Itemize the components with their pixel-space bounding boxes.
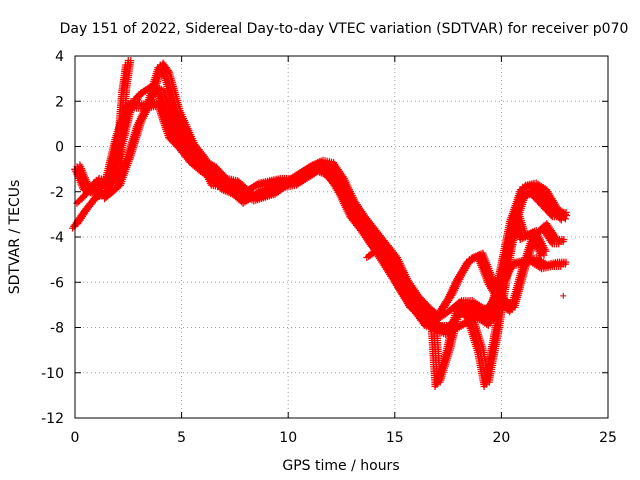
series-markers xyxy=(69,57,135,232)
x-tick-label: 5 xyxy=(177,430,186,446)
x-tick-label: 25 xyxy=(599,430,617,446)
y-tick-label: 0 xyxy=(55,140,64,156)
y-tick-label: -12 xyxy=(41,411,64,427)
x-tick-label: 20 xyxy=(492,430,510,446)
y-axis-label: SDTVAR / TECUs xyxy=(7,180,23,295)
series-track-e xyxy=(363,208,550,390)
chart-title: Day 151 of 2022, Sidereal Day-to-day VTE… xyxy=(60,21,629,37)
y-tick-label: -10 xyxy=(41,366,64,382)
y-tick-label: -4 xyxy=(50,230,64,246)
y-tick-label: -8 xyxy=(50,321,64,337)
y-tick-label: 2 xyxy=(55,94,64,110)
x-tick-labels: 0 5 10 15 20 25 xyxy=(71,430,617,446)
series-track-a xyxy=(69,57,135,232)
y-tick-labels: -12 -10 -8 -6 -4 -2 0 2 4 xyxy=(41,49,64,427)
outlier-points xyxy=(560,292,567,299)
x-tick-label: 0 xyxy=(71,430,80,446)
y-tick-label: 4 xyxy=(55,49,64,65)
outlier-point xyxy=(560,292,567,299)
y-tick-label: -6 xyxy=(50,275,64,291)
x-tick-label: 10 xyxy=(279,430,297,446)
x-tick-label: 15 xyxy=(386,430,404,446)
plot-frame xyxy=(74,55,609,419)
series-markers xyxy=(363,208,550,390)
x-axis-label: GPS time / hours xyxy=(282,458,399,474)
data-series xyxy=(69,57,571,390)
series-markers xyxy=(435,220,568,316)
y-tick-label: -2 xyxy=(50,185,64,201)
series-track-f xyxy=(435,220,568,316)
